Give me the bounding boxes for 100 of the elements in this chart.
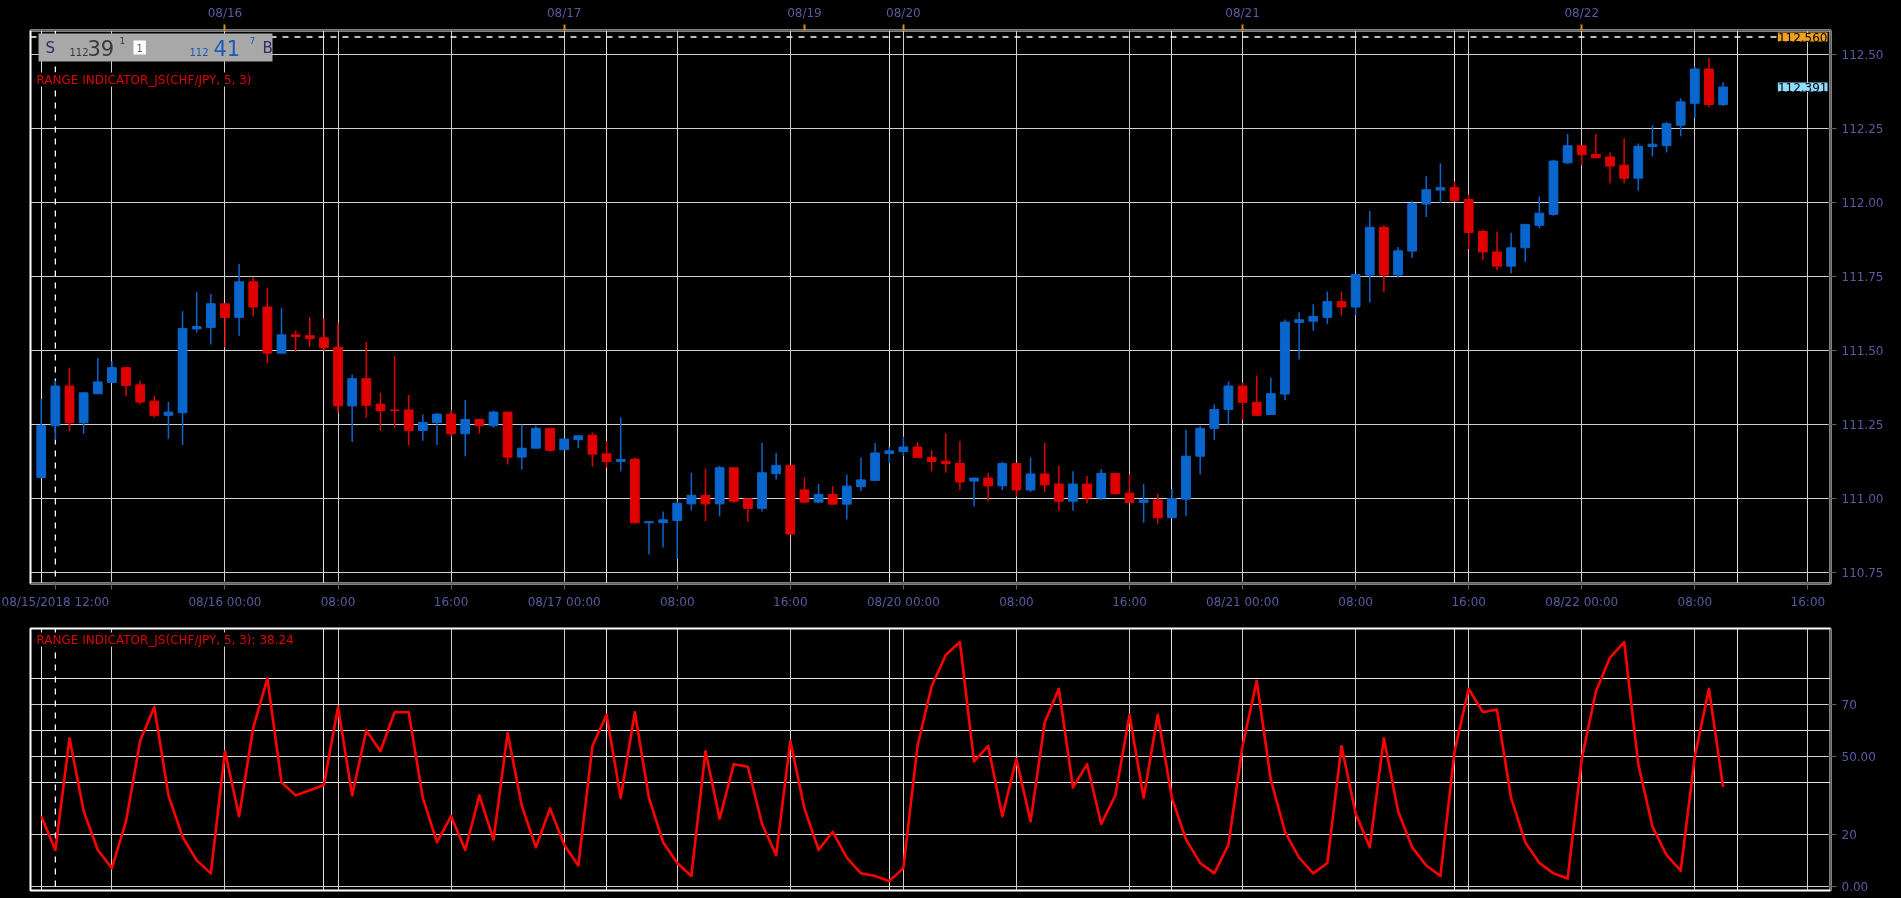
candlestick: [304, 316, 315, 348]
candlestick: [884, 446, 895, 465]
candlestick: [121, 366, 131, 397]
candlestick: [601, 440, 612, 469]
annotation: B: [262, 38, 273, 57]
candlestick: [1308, 303, 1319, 332]
candlestick: [446, 409, 456, 438]
annotation: S: [45, 38, 56, 57]
text: 08/17: [546, 5, 582, 20]
ref-line-label: 112.560: [1777, 30, 1828, 45]
candlestick: [1492, 230, 1502, 272]
y-tick-label: 50.00: [1841, 749, 1876, 764]
candlestick: [460, 399, 471, 457]
annotation: 7: [249, 36, 256, 46]
candlestick: [1138, 483, 1149, 524]
candlestick: [375, 392, 386, 432]
annotation: 112: [69, 46, 89, 58]
candlestick: [615, 416, 626, 473]
x-tick-label: 16:00: [433, 594, 469, 609]
candlestick: [940, 432, 951, 474]
candlestick: [1124, 473, 1135, 505]
chart-title: RANGE INDICATOR_JS(CHF/JPY, 5, 3): 38.24: [36, 632, 294, 647]
annotation: 112: [189, 46, 209, 58]
candlestick: [700, 467, 711, 522]
candlestick: [983, 472, 994, 502]
candlestick: [417, 413, 428, 442]
x-tick-label: 08/21 00:00: [1206, 594, 1280, 609]
y-tick-label: 111.50: [1841, 344, 1884, 359]
x-tick-label: 16:00: [1451, 594, 1486, 609]
candlestick: [1576, 144, 1587, 166]
annotation: 112.391: [1777, 80, 1828, 95]
x-tick-label: 08:00: [659, 594, 695, 609]
candlestick: [658, 510, 668, 549]
annotation: 1: [119, 36, 126, 46]
candlestick: [1675, 97, 1686, 137]
candlestick: [1718, 81, 1728, 107]
candlestick: [1152, 493, 1163, 525]
text: 08/20: [886, 5, 921, 20]
candlestick: [1435, 162, 1446, 204]
candlestick: [898, 435, 909, 457]
y-tick-label: 112.25: [1841, 122, 1884, 137]
candlestick: [1294, 311, 1304, 361]
text: 08/21: [1225, 5, 1260, 20]
y-tick-label: 110.75: [1841, 566, 1884, 581]
x-tick-label: 08:00: [320, 594, 356, 609]
candlestick: [1167, 488, 1177, 519]
x-tick-label: 16:00: [1112, 594, 1147, 609]
y-tick-label: 112.00: [1841, 196, 1884, 211]
candlestick: [1068, 470, 1078, 512]
candlestick: [149, 395, 160, 419]
x-tick-label: 08/17 00:00: [527, 594, 601, 609]
x-tick-label: 08:00: [999, 594, 1034, 609]
candlestick: [1336, 290, 1347, 317]
x-tick-label: 08/16 00:00: [188, 594, 262, 609]
candlestick: [1237, 382, 1248, 421]
x-tick-label: 08:00: [1338, 594, 1373, 609]
annotation: 1: [136, 42, 143, 54]
candlestick: [1265, 376, 1276, 416]
candlestick: [1619, 137, 1630, 185]
y-tick-label: 111.00: [1841, 492, 1884, 507]
text: 08/16: [207, 5, 243, 20]
candlestick: [686, 472, 697, 512]
x-tick-label: 08:00: [1677, 594, 1713, 609]
candlestick: [403, 394, 414, 446]
candlestick: [1025, 456, 1036, 493]
candlestick: [1605, 151, 1615, 185]
candlestick: [92, 357, 103, 395]
y-tick-label: 112.50: [1841, 48, 1884, 63]
candlestick: [856, 456, 866, 492]
candlestick: [220, 302, 230, 349]
candlestick: [969, 476, 979, 508]
candlestick: [290, 329, 301, 353]
y-tick-label: 20: [1841, 827, 1857, 842]
candlestick: [1039, 442, 1050, 494]
x-tick-label: 16:00: [1790, 594, 1826, 609]
candlestick: [319, 317, 329, 352]
y-tick-label: 111.25: [1841, 418, 1884, 433]
candlestick: [799, 476, 810, 505]
candlestick: [743, 498, 753, 523]
candlestick: [276, 307, 287, 354]
text: RANGE INDICATOR_JS(CHF/JPY, 5, 3): [36, 72, 252, 87]
candlestick: [1449, 180, 1460, 203]
candlestick: [135, 379, 146, 406]
text: 08/19: [787, 5, 822, 20]
candlestick: [1209, 403, 1220, 441]
x-tick-label: 08/22 00:00: [1545, 594, 1619, 609]
x-tick-label: 08/20 00:00: [866, 594, 940, 609]
candlestick: [1520, 223, 1531, 263]
candlestick: [1082, 475, 1092, 505]
annotation: 41: [213, 36, 241, 61]
candlestick: [1591, 133, 1601, 159]
candlestick: [1506, 231, 1516, 274]
candlestick: [191, 291, 202, 334]
candlestick: [1053, 464, 1064, 512]
candlestick: [955, 440, 965, 491]
x-tick-label: 08/15/2018 12:00: [1, 594, 110, 609]
candlestick: [516, 423, 527, 471]
candlestick: [672, 501, 683, 560]
candlestick: [1534, 195, 1545, 229]
candlestick: [926, 449, 937, 473]
